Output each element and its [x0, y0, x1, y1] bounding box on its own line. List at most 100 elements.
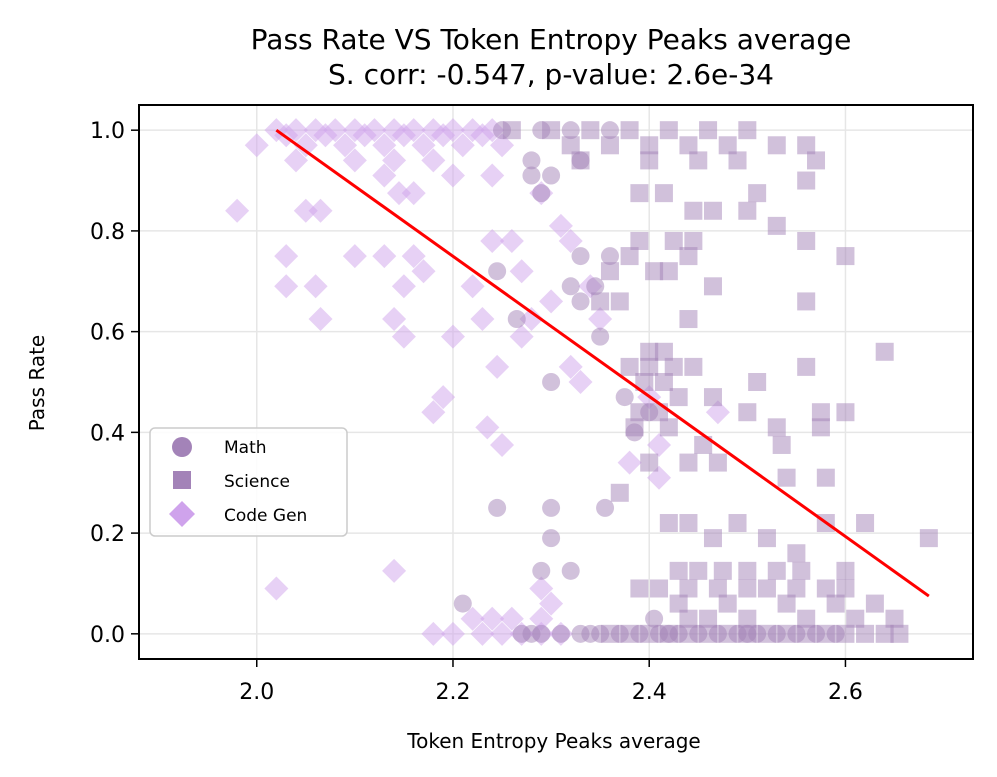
point-math [542, 166, 561, 185]
x-tick-label: 2.4 [632, 680, 667, 705]
point-science [757, 624, 776, 643]
point-code-gen [568, 370, 593, 394]
point-code-gen [421, 400, 446, 425]
point-math [453, 594, 472, 613]
point-code-gen [490, 621, 515, 646]
point-science [630, 579, 649, 598]
point-code-gen [460, 606, 485, 631]
point-math [551, 624, 570, 643]
point-science [640, 357, 659, 376]
point-science [684, 357, 703, 376]
point-science [738, 579, 757, 598]
point-code-gen [372, 133, 397, 158]
point-science [600, 136, 619, 155]
point-science [787, 579, 806, 598]
point-science [502, 121, 521, 140]
point-science [836, 403, 855, 422]
legend-marker-science [173, 471, 191, 489]
y-tick-label: 0.4 [90, 421, 125, 446]
point-science [640, 624, 659, 643]
point-science [728, 514, 747, 533]
point-code-gen [313, 123, 338, 148]
point-science [738, 201, 757, 220]
point-code-gen [558, 354, 583, 379]
point-code-gen [440, 163, 465, 188]
point-science [610, 292, 629, 311]
point-code-gen [431, 123, 456, 148]
point-code-gen [293, 198, 318, 223]
point-code-gen [617, 450, 642, 475]
point-math [571, 292, 590, 311]
point-science [865, 594, 884, 613]
point-math [581, 624, 600, 643]
point-science [664, 231, 683, 250]
point-science [807, 151, 826, 170]
point-math [522, 624, 541, 643]
x-tick-label: 2.2 [435, 680, 470, 705]
point-code-gen [460, 274, 485, 299]
point-code-gen [411, 259, 436, 284]
point-code-gen [382, 307, 407, 332]
point-science [797, 136, 816, 155]
point-code-gen [283, 148, 308, 173]
point-science [836, 247, 855, 266]
point-science [738, 609, 757, 628]
point-science [885, 609, 904, 628]
point-science [620, 624, 639, 643]
point-math [532, 561, 551, 580]
point-code-gen [499, 228, 524, 253]
point-code-gen [509, 259, 534, 284]
point-science [767, 418, 786, 437]
point-science [699, 624, 718, 643]
point-math [645, 609, 664, 628]
point-science [654, 184, 673, 203]
point-code-gen [391, 123, 416, 148]
point-science [890, 624, 909, 643]
point-science [718, 624, 737, 643]
y-axis-label: Pass Rate [25, 335, 49, 431]
point-science [718, 594, 737, 613]
point-code-gen [529, 606, 554, 631]
point-code-gen [372, 163, 397, 188]
point-science [635, 373, 654, 391]
point-science [625, 418, 644, 437]
point-code-gen [264, 576, 289, 601]
point-code-gen [308, 307, 333, 332]
point-science [654, 342, 673, 361]
point-science [797, 292, 816, 311]
point-science [640, 136, 659, 155]
point-science [654, 373, 673, 391]
y-tick-label: 0.8 [90, 220, 125, 245]
point-science [777, 624, 796, 643]
point-science [777, 594, 796, 613]
y-tick-label: 0.2 [90, 522, 125, 547]
point-math [615, 388, 634, 407]
point-math [542, 529, 561, 548]
point-code-gen [342, 148, 367, 173]
point-math [586, 277, 605, 296]
point-code-gen [470, 123, 495, 148]
point-science [703, 201, 722, 220]
point-code-gen [382, 558, 407, 583]
point-science [797, 171, 816, 190]
point-science [718, 136, 737, 155]
data-points [225, 118, 938, 646]
point-code-gen [293, 133, 318, 158]
point-science [679, 247, 698, 266]
point-science [664, 357, 683, 376]
legend-marker-code-gen [169, 501, 195, 527]
point-math [600, 121, 619, 140]
point-science [591, 292, 610, 311]
point-code-gen [274, 274, 299, 299]
point-science [630, 231, 649, 250]
point-code-gen [529, 576, 554, 601]
point-science [694, 435, 713, 454]
point-code-gen [274, 244, 299, 269]
point-science [600, 624, 619, 643]
point-math [532, 184, 551, 203]
point-science [713, 561, 732, 580]
point-science [689, 151, 708, 170]
point-science [767, 136, 786, 155]
point-math [561, 561, 580, 580]
legend: Math Science Code Gen [149, 427, 348, 537]
